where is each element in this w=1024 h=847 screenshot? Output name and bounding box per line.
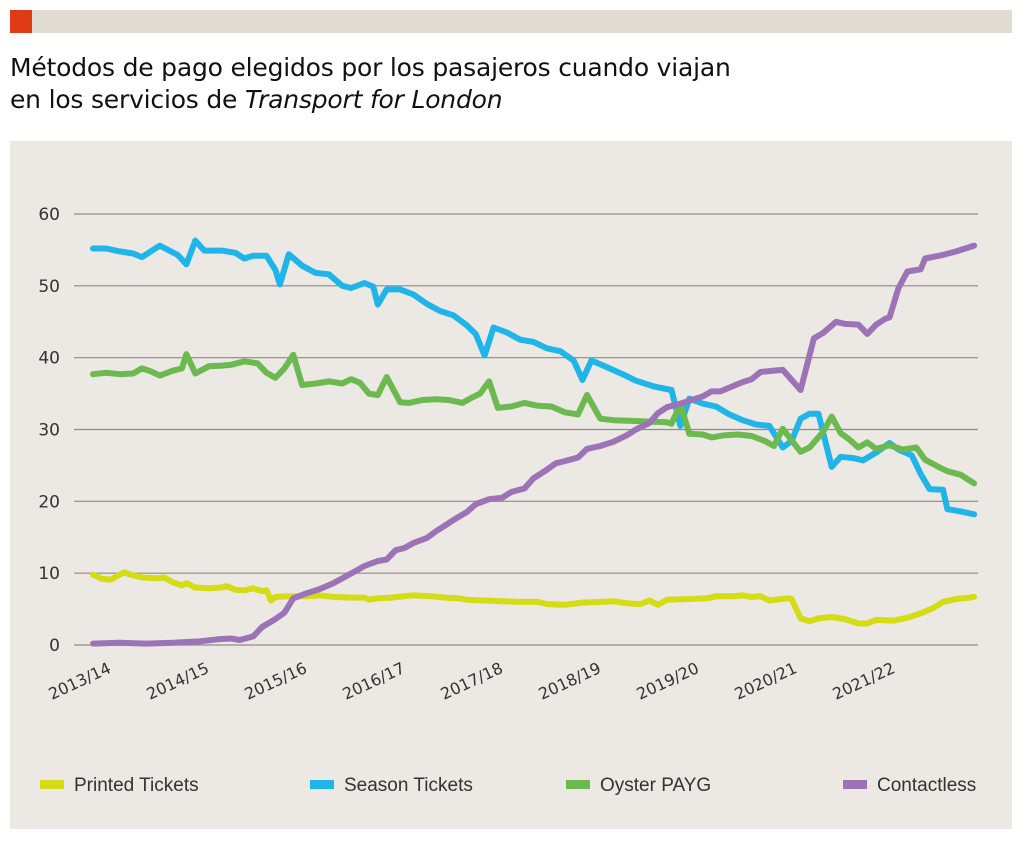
x-axis-ticks: 2013/14 2014/15 2015/16 2016/17 2017/18 2018/… — [46, 658, 898, 703]
header-bar — [10, 10, 1012, 33]
series-line-season-tickets — [90, 237, 978, 518]
chart-title-line2-italic: Transport for London — [244, 85, 503, 114]
gridlines — [74, 213, 978, 646]
chart-title-line1: Métodos de pago elegidos por los pasajer… — [10, 53, 731, 82]
x-tick-label: 2021/22 — [830, 658, 898, 703]
y-tick-label: 30 — [38, 421, 60, 441]
accent-square — [10, 10, 32, 33]
series-line-contactless — [90, 242, 978, 647]
x-tick-label: 2014/15 — [144, 658, 212, 703]
y-tick-label: 20 — [38, 492, 60, 512]
series-line-printed-tickets — [90, 569, 978, 627]
y-tick-label: 40 — [38, 349, 60, 369]
chart-title-line2-prefix: en los servicios de — [10, 85, 245, 114]
x-tick-label: 2019/20 — [634, 658, 702, 703]
series-lines — [90, 237, 978, 647]
y-axis-ticks: 0 10 20 30 40 50 60 — [38, 205, 60, 656]
x-tick-label: 2015/16 — [242, 658, 310, 703]
legend-label: Oyster PAYG — [600, 775, 711, 796]
y-tick-label: 10 — [38, 564, 60, 584]
x-tick-label: 2020/21 — [732, 658, 800, 703]
legend-label: Contactless — [877, 775, 976, 796]
legend-label: Printed Tickets — [74, 775, 199, 796]
legend-swatch — [843, 780, 867, 789]
legend-label: Season Tickets — [344, 775, 473, 796]
legend-swatch — [566, 780, 590, 789]
chart-title-line2: en los servicios de Transport for London — [10, 84, 1010, 116]
y-tick-label: 50 — [38, 277, 60, 297]
series-line-oyster-payg — [90, 351, 978, 487]
legend: Printed Tickets Season Tickets Oyster PAYG… — [40, 775, 976, 796]
y-tick-label: 60 — [38, 205, 60, 225]
x-tick-label: 2013/14 — [46, 658, 114, 703]
chart-title: Métodos de pago elegidos por los pasajer… — [10, 52, 1010, 116]
y-tick-label: 0 — [49, 636, 60, 656]
legend-swatch — [40, 780, 64, 789]
x-tick-label: 2017/18 — [438, 658, 506, 703]
x-tick-label: 2016/17 — [340, 658, 408, 703]
x-tick-label: 2018/19 — [536, 658, 604, 703]
legend-swatch — [310, 780, 334, 789]
